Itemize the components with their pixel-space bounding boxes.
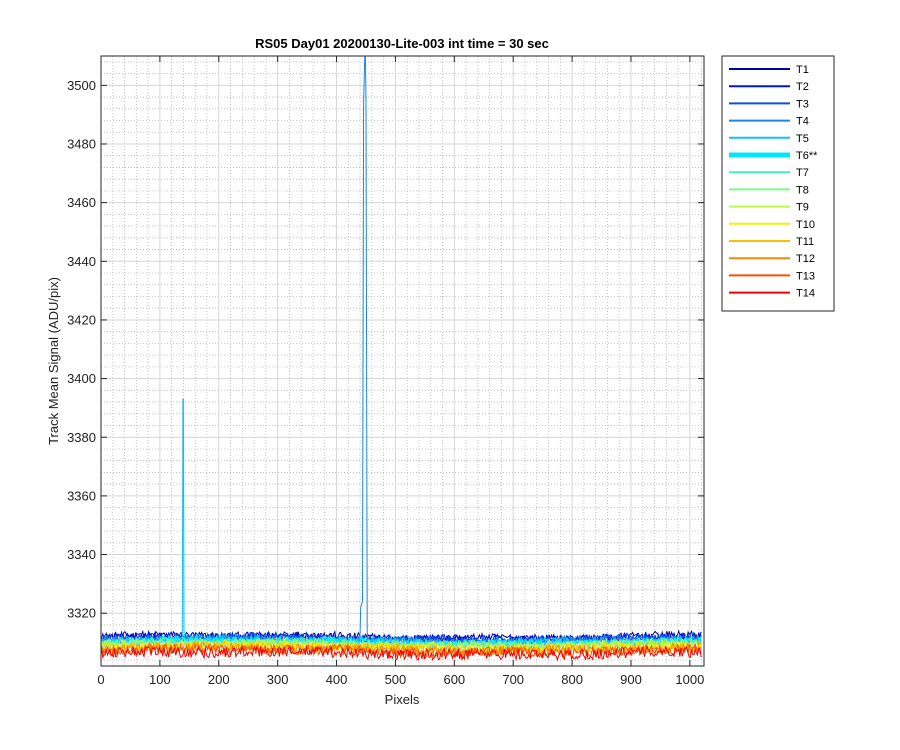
legend-entry: T11 (796, 236, 814, 248)
x-tick-label: 0 (97, 672, 104, 687)
x-tick-label: 200 (208, 672, 230, 687)
legend-box (721, 55, 835, 312)
axes-box (100, 55, 705, 667)
y-axis-label: Track Mean Signal (ADU/pix) (46, 277, 61, 445)
x-tick-label: 500 (385, 672, 407, 687)
legend-entry: T8 (796, 184, 809, 196)
legend-entry: T3 (796, 98, 809, 110)
x-tick-label: 300 (267, 672, 289, 687)
x-tick-label: 800 (561, 672, 583, 687)
y-tick-label: 3500 (67, 78, 96, 93)
x-tick-label: 600 (443, 672, 465, 687)
legend-entry: T10 (796, 219, 815, 231)
x-tick-label: 100 (149, 672, 171, 687)
legend-entry: T2 (796, 81, 809, 93)
grid-lines (100, 56, 704, 666)
y-tick-label: 3440 (67, 254, 96, 269)
legend-entry: T14 (796, 288, 815, 300)
series-lines (101, 56, 702, 662)
legend-entry: T7 (796, 167, 809, 179)
y-tick-label: 3320 (67, 606, 96, 621)
y-tick-label: 3420 (67, 312, 96, 327)
axis-ticks: 0 100 200 300 400 500 600 700 800 900 1000 3320 3340… (67, 56, 704, 687)
y-tick-label: 3380 (67, 430, 96, 445)
legend-entry: T9 (796, 202, 809, 214)
x-tick-label: 1000 (675, 672, 704, 687)
legend-entry: T12 (796, 253, 815, 265)
chart-title: RS05 Day01 20200130-Lite-003 int time = … (255, 36, 549, 51)
plot-area (101, 56, 704, 666)
y-tick-label: 3360 (67, 488, 96, 503)
y-tick-label: 3340 (67, 547, 96, 562)
y-tick-label: 3460 (67, 195, 96, 210)
legend-entry: T5 (796, 133, 809, 145)
legend-entry: T13 (796, 270, 815, 282)
y-tick-label: 3400 (67, 371, 96, 386)
legend-entry: T1 (796, 64, 809, 76)
y-tick-label: 3480 (67, 136, 96, 151)
legend-entry: T4 (796, 116, 809, 128)
x-tick-label: 900 (620, 672, 642, 687)
x-tick-label: 400 (326, 672, 348, 687)
series-line-t14 (101, 644, 702, 662)
x-axis-label: Pixels (385, 692, 420, 707)
x-tick-label: 700 (502, 672, 524, 687)
legend-entry: T6** (796, 150, 818, 162)
legend: T1 T2 T3 T4 T5 T6** T7 T8 T9 T10 T11 T12 T13 T14 (721, 55, 835, 312)
